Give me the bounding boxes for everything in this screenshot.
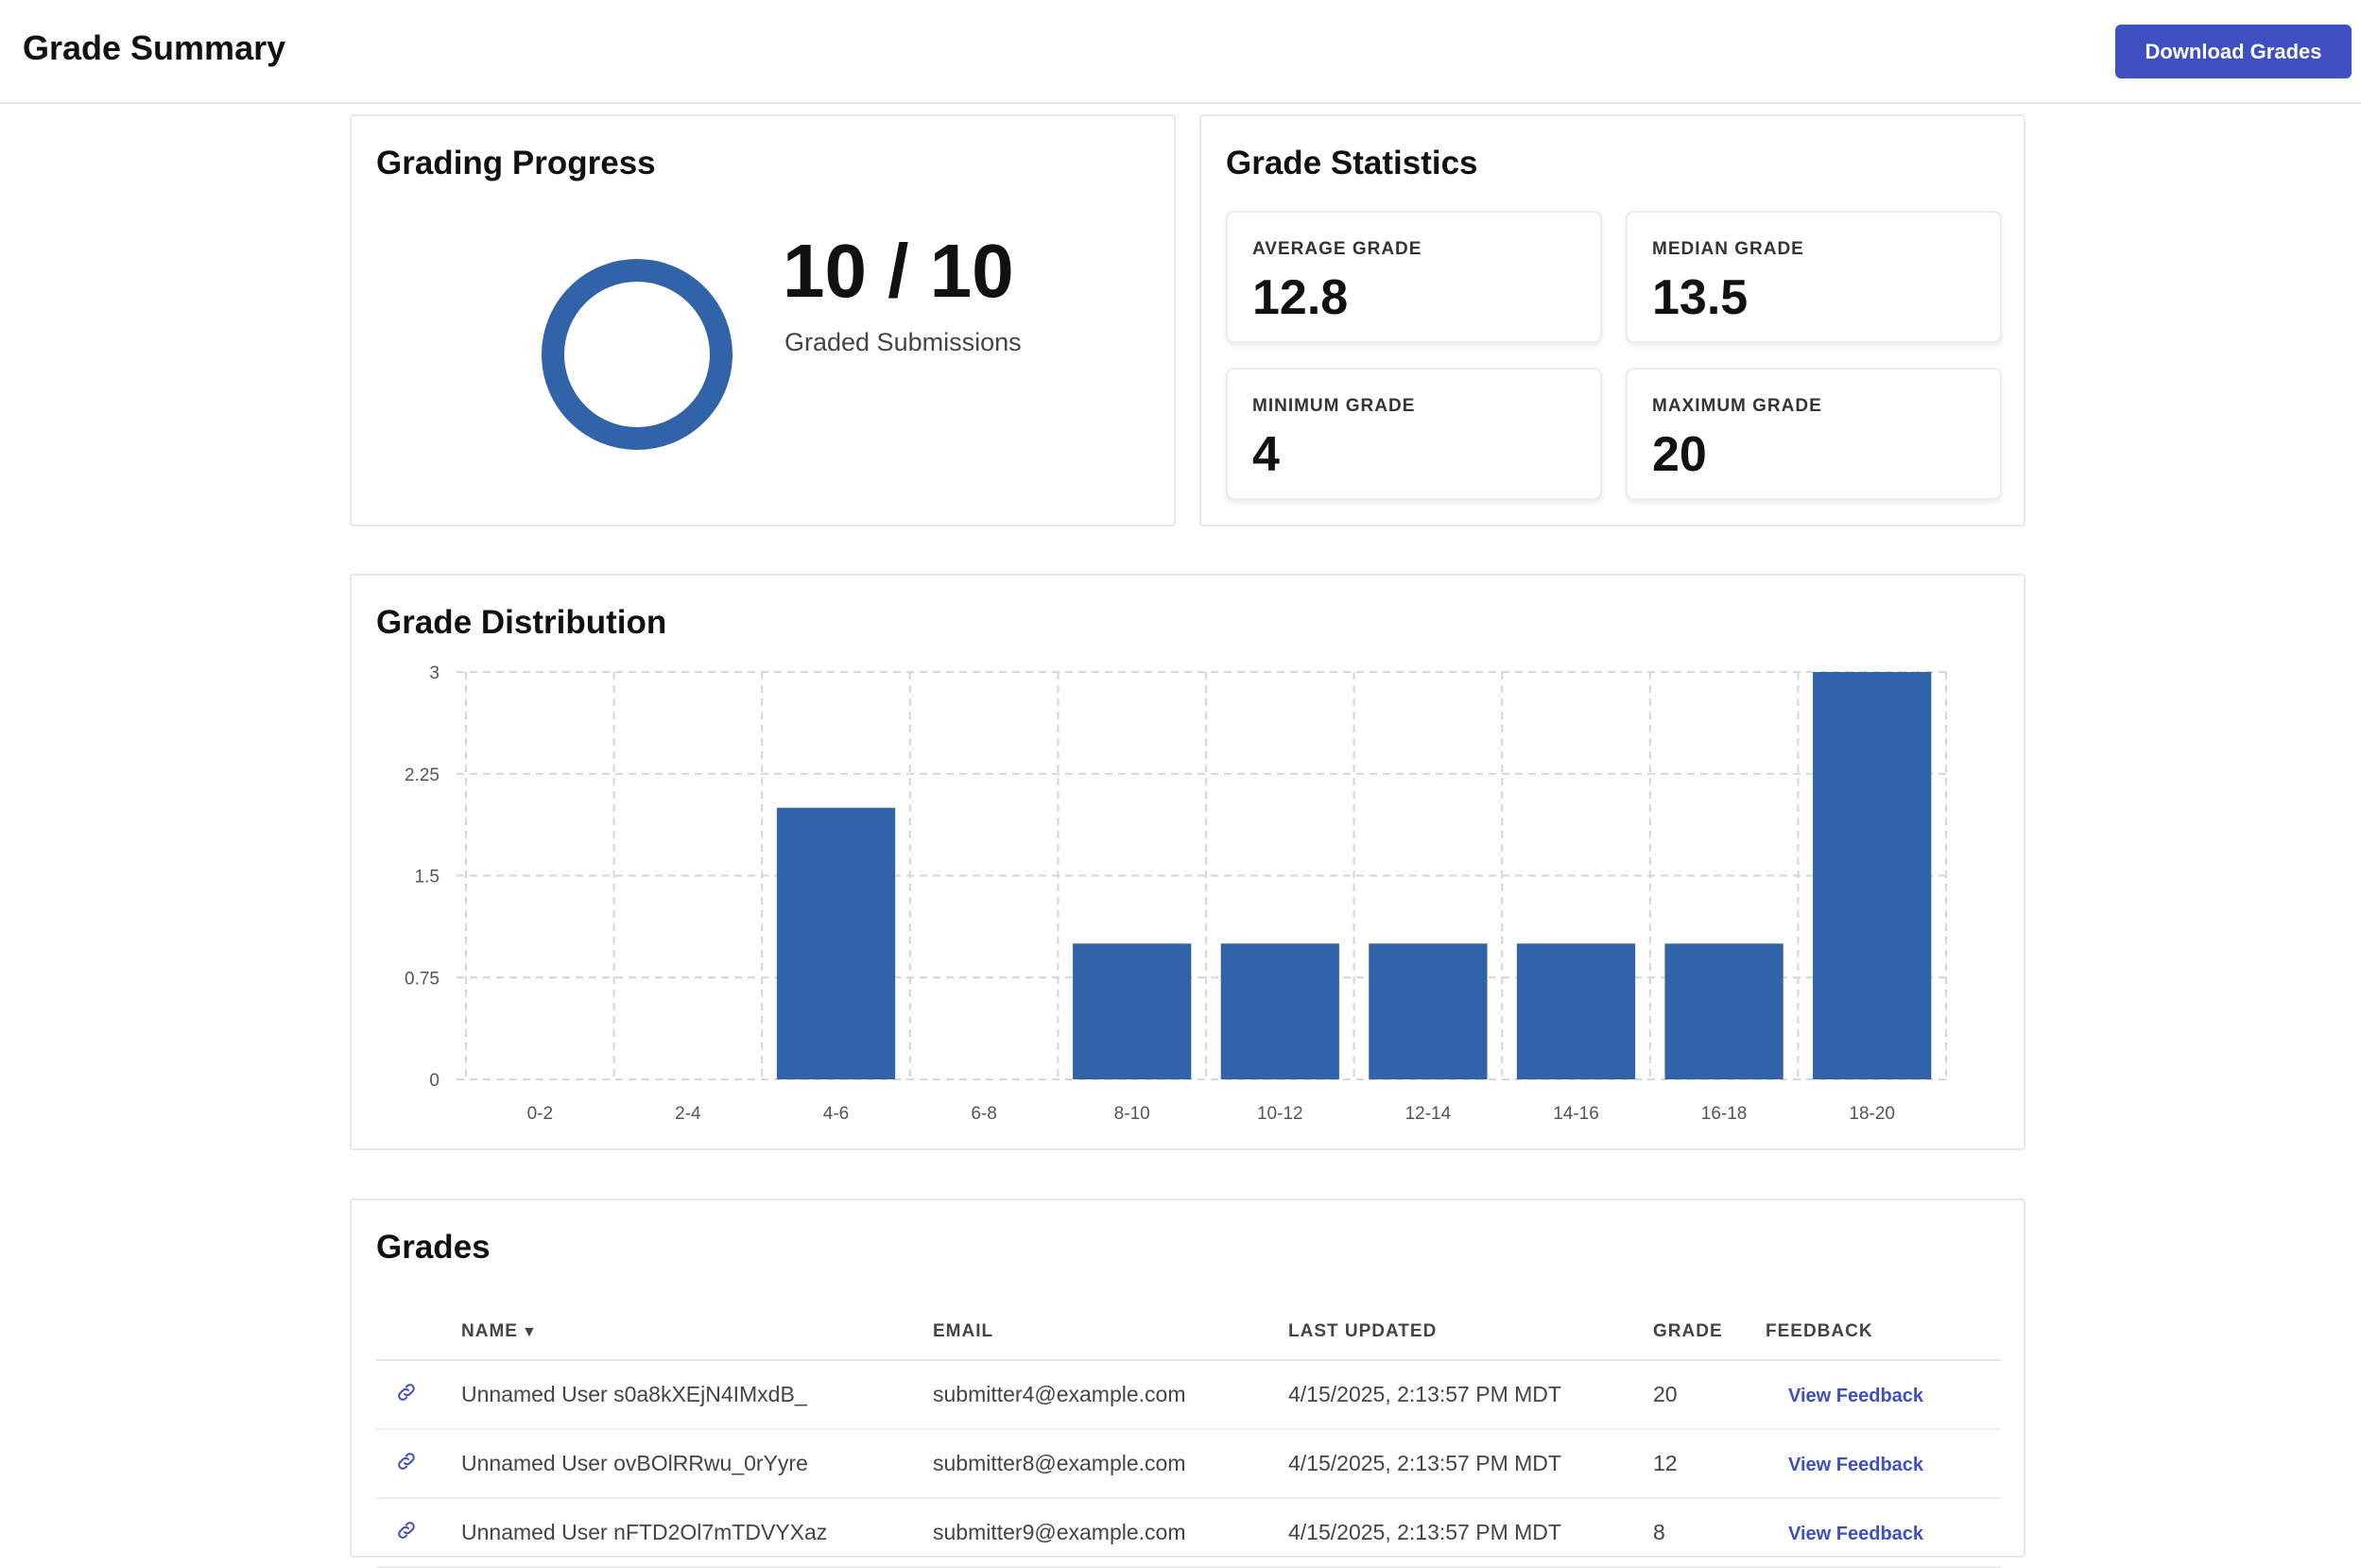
last-updated-column-header[interactable]: LAST UPDATED <box>1288 1304 1653 1361</box>
x-tick-label: 2-4 <box>675 1104 701 1124</box>
grades-title: Grades <box>376 1229 491 1266</box>
y-tick-label: 0.75 <box>405 969 439 989</box>
x-tick-label: 8-10 <box>1114 1104 1150 1124</box>
row-email: submitter9@example.com <box>933 1498 1288 1568</box>
row-feedback-cell: View Feedback <box>1766 1360 2001 1430</box>
row-updated: 4/15/2025, 2:13:57 PM MDT <box>1288 1429 1653 1499</box>
link-column-header <box>376 1304 461 1361</box>
graded-submissions-label: Graded Submissions <box>784 328 1022 356</box>
progress-ring <box>542 259 732 450</box>
y-tick-label: 2.25 <box>405 766 439 785</box>
page-title: Grade Summary <box>23 28 286 67</box>
grades-table: NAME ▼ EMAIL LAST UPDATED GRADE FEEDBACK … <box>376 1304 2001 1568</box>
top-bar: Grade Summary Download Grades <box>0 0 2361 104</box>
bar <box>1073 943 1192 1079</box>
row-updated: 4/15/2025, 2:13:57 PM MDT <box>1288 1360 1653 1430</box>
row-feedback-cell: View Feedback <box>1766 1498 2001 1568</box>
grade-statistics-card: Grade Statistics AVERAGE GRADE 12.8 MEDI… <box>1199 114 2025 526</box>
average-grade-label: AVERAGE GRADE <box>1252 239 1422 259</box>
download-grades-button[interactable]: Download Grades <box>2115 25 2352 78</box>
minimum-grade-box: MINIMUM GRADE 4 <box>1226 368 1602 500</box>
row-grade: 20 <box>1653 1360 1766 1430</box>
graded-count: 10 / 10 <box>783 229 1014 313</box>
grade-distribution-title: Grade Distribution <box>376 604 667 641</box>
x-tick-label: 16-18 <box>1701 1104 1748 1124</box>
link-icon[interactable] <box>395 1450 418 1473</box>
row-link-cell[interactable] <box>376 1429 461 1499</box>
median-grade-box: MEDIAN GRADE 13.5 <box>1626 211 2002 343</box>
x-tick-label: 10-12 <box>1257 1104 1303 1124</box>
grades-card: Grades NAME ▼ EMAIL LAST UPDATED GRADE FE… <box>350 1198 2025 1568</box>
grades-header-row: NAME ▼ EMAIL LAST UPDATED GRADE FEEDBACK <box>376 1304 2001 1361</box>
grade-distribution-card: Grade Distribution 0 0.75 1.5 2.25 3 0-2 2-4 4-… <box>350 574 2025 1150</box>
median-grade-label: MEDIAN GRADE <box>1652 239 1804 259</box>
link-icon[interactable] <box>395 1519 418 1542</box>
progress-ring-fill <box>542 259 732 450</box>
median-grade-value: 13.5 <box>1652 270 1749 325</box>
grade-statistics-title: Grade Statistics <box>1226 145 1478 181</box>
view-feedback-link[interactable]: View Feedback <box>1788 1524 1924 1544</box>
maximum-grade-label: MAXIMUM GRADE <box>1652 396 1822 416</box>
x-tick-label: 12-14 <box>1405 1104 1452 1124</box>
grade-column-header[interactable]: GRADE <box>1653 1304 1766 1361</box>
bar <box>1813 672 1932 1079</box>
row-updated: 4/15/2025, 2:13:57 PM MDT <box>1288 1498 1653 1568</box>
y-tick-label: 3 <box>429 663 439 683</box>
table-row: Unnamed User ovBOlRRwu_0rYyre submitter8… <box>376 1429 2001 1499</box>
feedback-column-header: FEEDBACK <box>1766 1304 2001 1361</box>
row-feedback-cell: View Feedback <box>1766 1429 2001 1499</box>
x-tick-label: 4-6 <box>823 1104 849 1124</box>
sort-desc-icon: ▼ <box>521 1324 538 1340</box>
minimum-grade-label: MINIMUM GRADE <box>1252 396 1416 416</box>
average-grade-value: 12.8 <box>1252 270 1349 325</box>
name-header-label: NAME <box>461 1321 518 1341</box>
row-grade: 8 <box>1653 1498 1766 1568</box>
view-feedback-link[interactable]: View Feedback <box>1788 1386 1924 1406</box>
grading-progress-title: Grading Progress <box>376 145 656 181</box>
row-name: Unnamed User s0a8kXEjN4IMxdB_ <box>461 1360 933 1430</box>
name-column-header[interactable]: NAME ▼ <box>461 1304 933 1361</box>
x-tick-label: 14-16 <box>1553 1104 1599 1124</box>
link-icon[interactable] <box>395 1381 418 1404</box>
table-row: Unnamed User s0a8kXEjN4IMxdB_ submitter4… <box>376 1360 2001 1430</box>
view-feedback-link[interactable]: View Feedback <box>1788 1455 1924 1475</box>
row-name: Unnamed User ovBOlRRwu_0rYyre <box>461 1429 933 1499</box>
x-tick-label: 6-8 <box>971 1104 996 1124</box>
table-row: Unnamed User nFTD2Ol7mTDVYXaz submitter9… <box>376 1498 2001 1568</box>
bar <box>1220 943 1339 1079</box>
y-tick-label: 1.5 <box>415 868 439 887</box>
row-email: submitter8@example.com <box>933 1429 1288 1499</box>
maximum-grade-box: MAXIMUM GRADE 20 <box>1626 368 2002 500</box>
maximum-grade-value: 20 <box>1652 427 1707 482</box>
bar <box>776 807 896 1079</box>
x-tick-label: 0-2 <box>527 1104 553 1124</box>
email-column-header[interactable]: EMAIL <box>933 1304 1288 1361</box>
average-grade-box: AVERAGE GRADE 12.8 <box>1226 211 1602 343</box>
minimum-grade-value: 4 <box>1252 427 1280 482</box>
row-link-cell[interactable] <box>376 1360 461 1430</box>
grading-progress-card: Grading Progress 10 / 10 Graded Submissi… <box>350 114 1176 526</box>
row-name: Unnamed User nFTD2Ol7mTDVYXaz <box>461 1498 933 1568</box>
grade-distribution-chart: 0 0.75 1.5 2.25 3 0-2 2-4 4-6 6-8 8-10 10-12 12-14 1… <box>405 663 1947 1124</box>
bar <box>1369 943 1488 1079</box>
row-grade: 12 <box>1653 1429 1766 1499</box>
y-tick-label: 0 <box>429 1071 439 1091</box>
row-email: submitter4@example.com <box>933 1360 1288 1430</box>
bar <box>1516 943 1636 1079</box>
row-link-cell[interactable] <box>376 1498 461 1568</box>
bar <box>1664 943 1784 1079</box>
x-tick-label: 18-20 <box>1849 1104 1895 1124</box>
